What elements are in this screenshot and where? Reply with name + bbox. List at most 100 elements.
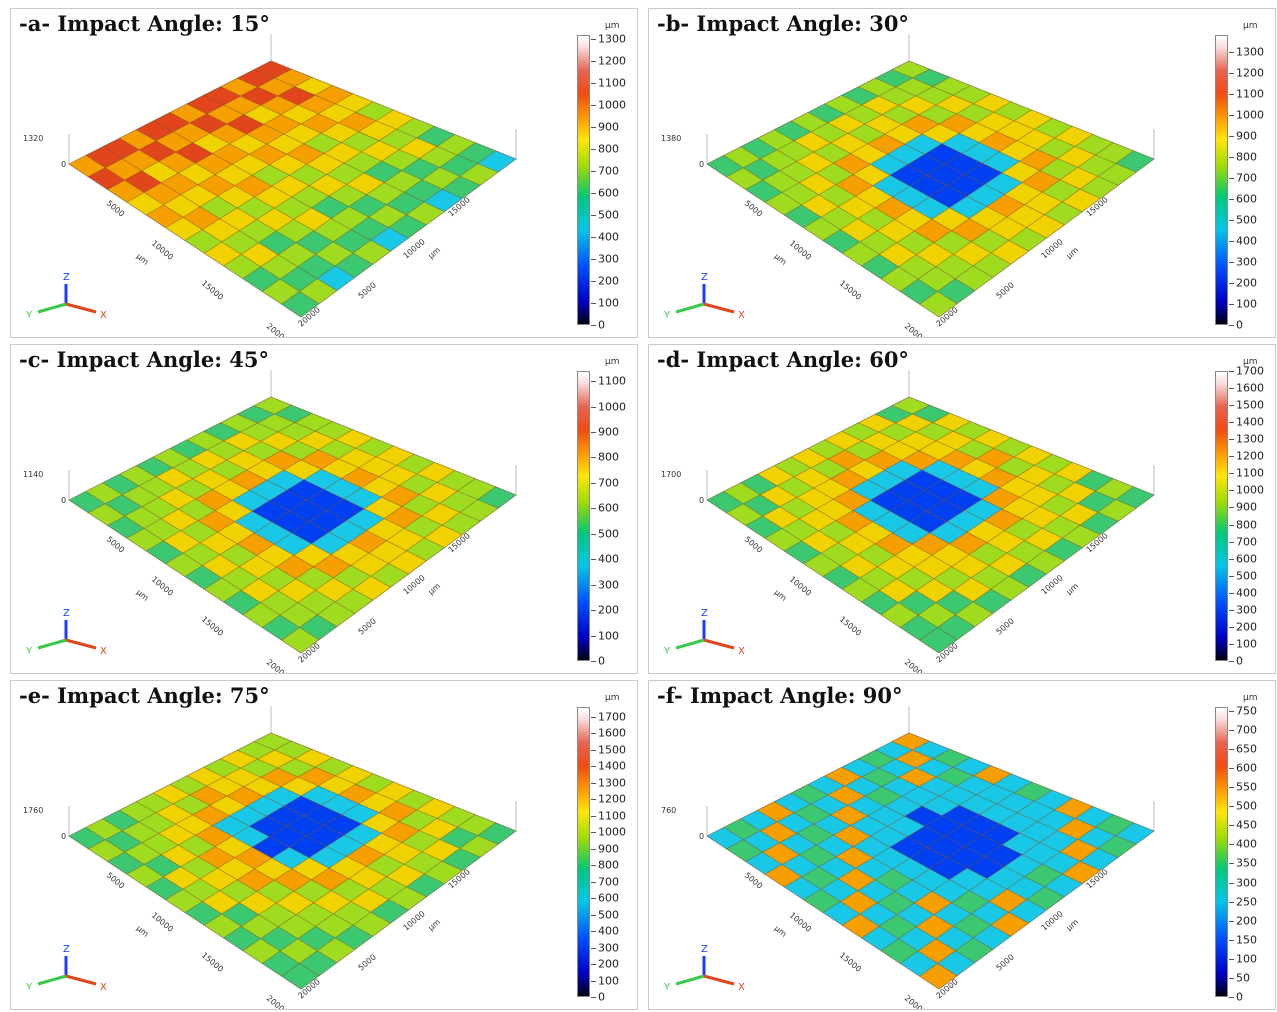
triad-label: Z [701, 608, 708, 619]
colorbar-tick [1229, 825, 1234, 827]
panel-title: -c- Impact Angle: 45° [19, 347, 270, 372]
triad-arrow [65, 302, 97, 314]
colorbar-tick [591, 881, 596, 883]
colorbar-tick [591, 303, 596, 305]
colorbar-tick [1229, 422, 1234, 424]
colorbar-tick [591, 997, 596, 998]
colorbar-tick-label: 1300 [598, 32, 626, 46]
z-zero-label: 0 [699, 160, 704, 169]
surface-cell [281, 291, 320, 318]
triad-label: Y [663, 646, 671, 657]
colorbar-tick [1229, 541, 1234, 543]
colorbar-tick-label: 0 [598, 654, 605, 668]
colorbar-tick [591, 193, 596, 195]
colorbar-tick-label: 500 [1236, 569, 1257, 583]
colorbar-tick [1229, 219, 1234, 221]
colorbar-tick-label: 1600 [1236, 381, 1264, 395]
panel-b: 1380 0 5000 10000 15000 20000 µm 5000 10000 15000… [648, 8, 1276, 338]
colorbar-tick-label: 300 [598, 578, 619, 592]
colorbar-tick-label: 700 [1236, 535, 1257, 549]
colorbar-tick-label: 800 [1236, 150, 1257, 164]
colorbar-tick-label: 1300 [598, 776, 626, 790]
triad-arrow [675, 638, 705, 650]
colorbar-tick-label: 1200 [598, 792, 626, 806]
colorbar: µm 1100 1000 900 800 700 600 500 400 300 200 100 0 [567, 357, 637, 671]
colorbar-tick [1229, 920, 1234, 922]
colorbar-tick-label: 1700 [598, 710, 626, 724]
triad-label: Z [701, 272, 708, 283]
triad-label: Z [63, 944, 70, 955]
triad-label: Z [63, 608, 70, 619]
colorbar-tick-label: 0 [598, 318, 605, 332]
colorbar-tick-label: 1500 [598, 743, 626, 757]
colorbar-tick-label: 800 [598, 450, 619, 464]
colorbar-tick-label: 150 [1236, 933, 1257, 947]
axis-triad: Z X Y [25, 272, 107, 321]
colorbar-tick-label: 750 [1236, 704, 1257, 718]
colorbar-tick [1229, 575, 1234, 577]
axis-tick-label: µm [427, 581, 443, 596]
colorbar-tick [591, 898, 596, 900]
colorbar: µm 1300 1200 1100 1000 900 800 700 600 500 400 300 2… [1205, 21, 1275, 335]
colorbar-tick-label: 400 [598, 924, 619, 938]
colorbar-tick-label: 650 [1236, 742, 1257, 756]
colorbar-tick [591, 457, 596, 459]
colorbar-tick-label: 500 [1236, 799, 1257, 813]
colorbar-unit: µm [605, 21, 620, 31]
colorbar-tick-label: 400 [598, 230, 619, 244]
colorbar-tick [591, 610, 596, 612]
colorbar-tick-label: 1100 [598, 76, 626, 90]
triad-arrow [675, 302, 705, 314]
colorbar-tick [591, 381, 596, 383]
colorbar-tick [1229, 114, 1234, 116]
panel-a: 1320 0 5000 10000 15000 20000 µm 5000 10000 15000… [10, 8, 638, 338]
colorbar-tick [1229, 710, 1234, 712]
colorbar-tick [591, 149, 596, 151]
colorbar-tick [591, 259, 596, 261]
axis-tick-label: µm [427, 245, 443, 260]
colorbar-tick [591, 281, 596, 283]
colorbar-tick [591, 799, 596, 801]
colorbar-tick [1229, 325, 1234, 326]
colorbar-tick [591, 508, 596, 510]
axis-tick-label: 5000 [995, 953, 1016, 973]
axis-tick-label: 20000 [903, 322, 928, 338]
colorbar-tick [591, 635, 596, 637]
colorbar-tick [591, 105, 596, 107]
z-max-label: 1140 [23, 470, 43, 479]
colorbar-tick [1229, 901, 1234, 903]
colorbar-tick [1229, 748, 1234, 750]
colorbar-tick-label: 900 [598, 842, 619, 856]
axis-tick-label: µm [1065, 581, 1081, 596]
colorbar-tick-label: 900 [1236, 129, 1257, 143]
colorbar-tick-label: 100 [598, 296, 619, 310]
triad-label: X [100, 310, 107, 321]
axis-tick-label: 5000 [743, 535, 764, 555]
colorbar-tick [1229, 371, 1234, 372]
colorbar-tick [591, 215, 596, 217]
triad-arrow [37, 974, 67, 986]
colorbar-tick-label: 1100 [1236, 87, 1264, 101]
triad-label: Y [25, 646, 33, 657]
colorbar-tick [591, 766, 596, 768]
axis-tick-label: 10000 [150, 911, 175, 934]
axis-tick-label: µm [773, 252, 789, 267]
colorbar-tick [1229, 490, 1234, 492]
colorbar-tick [1229, 882, 1234, 884]
colorbar-tick-label: 450 [1236, 818, 1257, 832]
axis-tick-label: 20000 [903, 658, 928, 674]
colorbar-tick [591, 865, 596, 867]
colorbar-tick [1229, 997, 1234, 998]
axis-tick-label: 5000 [743, 871, 764, 891]
colorbar-tick [591, 832, 596, 834]
colorbar-tick-label: 700 [1236, 723, 1257, 737]
colorbar-tick [1229, 729, 1234, 731]
surface-plot-c: 114005000100001500020000µm50001000015000… [23, 370, 518, 673]
surface-plot-a: 132005000100001500020000µm50001000015000… [23, 34, 518, 337]
colorbar-tick-label: 400 [1236, 837, 1257, 851]
colorbar-tick-label: 400 [598, 552, 619, 566]
triad-arrow [703, 302, 735, 314]
colorbar-tick-label: 1600 [598, 726, 626, 740]
colorbar-tick [1229, 51, 1234, 53]
